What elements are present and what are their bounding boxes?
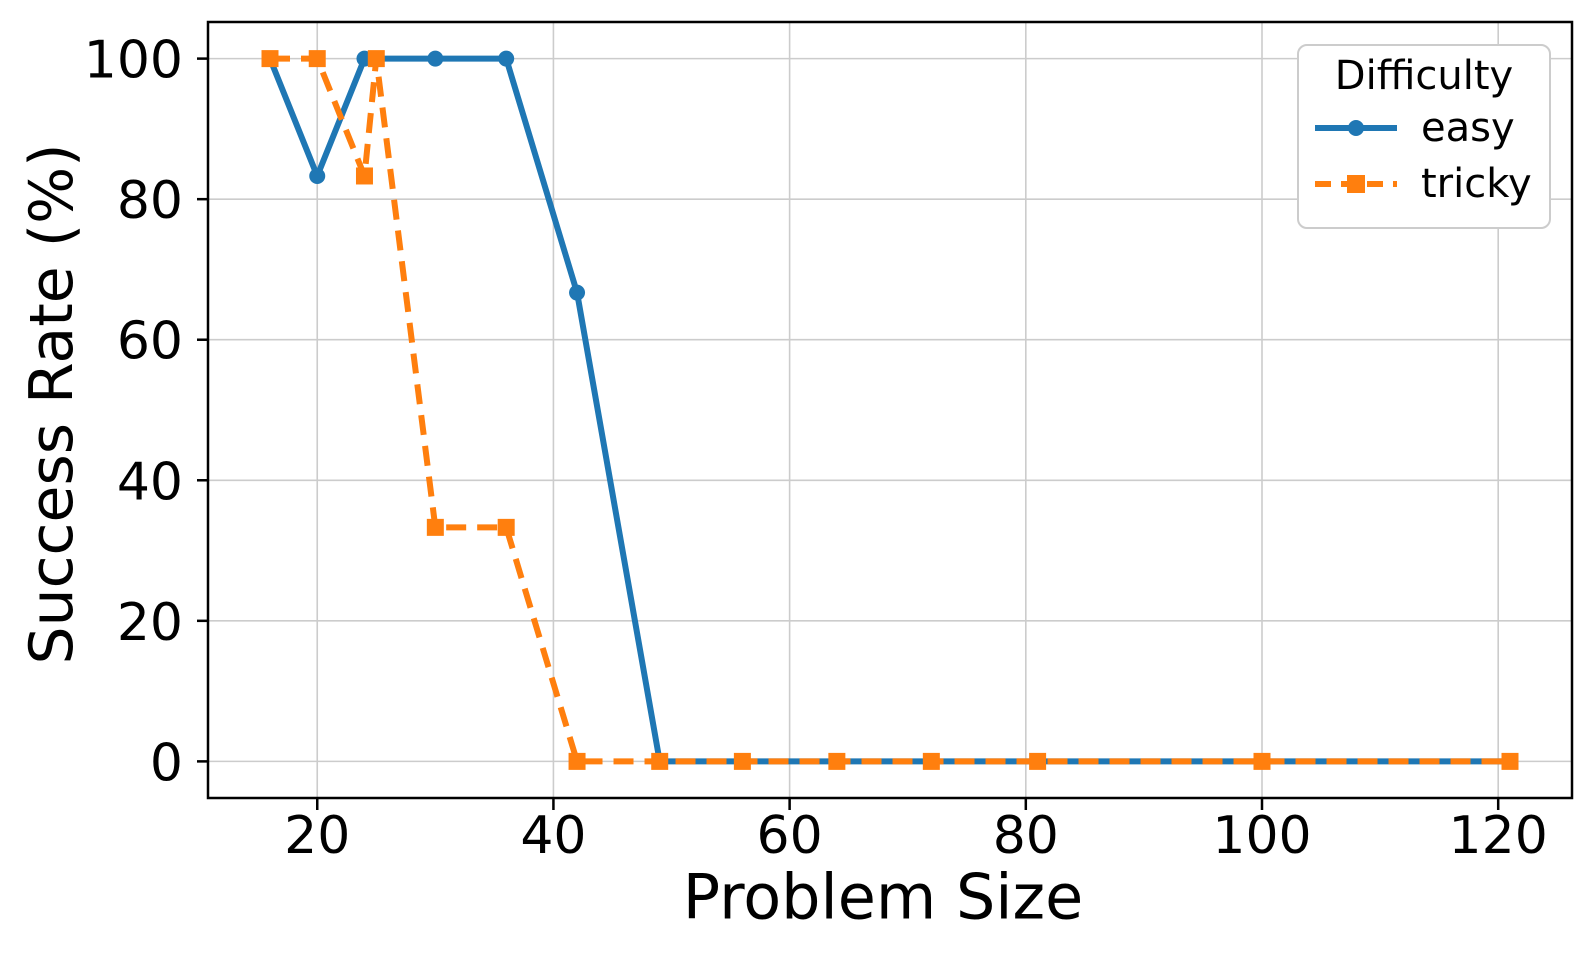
- y-tick-label-80: 80: [117, 171, 183, 231]
- easy-marker-42: [569, 284, 586, 301]
- x-tick-label-120: 120: [1449, 806, 1548, 866]
- y-tick-label-60: 60: [117, 312, 183, 372]
- axes-border: [206, 20, 1574, 800]
- tricky-marker-36: [497, 518, 515, 536]
- x-axis-label: Problem Size: [682, 860, 1084, 934]
- legend-label-easy: easy: [1421, 105, 1515, 151]
- tricky-marker-20: [308, 50, 326, 68]
- legend: Difficulty easy tricky: [1297, 44, 1551, 229]
- tricky-marker-30: [426, 518, 444, 536]
- y-tick-label-100: 100: [84, 31, 183, 91]
- tricky-marker-24: [355, 167, 373, 185]
- tricky-marker-121: [1501, 752, 1519, 770]
- y-tick-label-0: 0: [150, 733, 183, 793]
- tricky-marker-42: [568, 752, 586, 770]
- legend-label-tricky: tricky: [1421, 161, 1532, 207]
- tricky-marker-25: [367, 50, 385, 68]
- tricky-line-sample: [1315, 175, 1397, 193]
- x-tick-label-40: 40: [520, 806, 586, 866]
- x-tick-label-80: 80: [993, 806, 1059, 866]
- easy-marker-30: [427, 50, 444, 67]
- tricky-line: [270, 55, 1510, 765]
- tricky-marker-72: [922, 752, 940, 770]
- tricky-marker-56: [733, 752, 751, 770]
- y-tick-label-20: 20: [117, 593, 183, 653]
- x-tick-label-20: 20: [284, 806, 350, 866]
- tricky-marker-49: [651, 752, 669, 770]
- y-axis-label: Success Rate (%): [17, 143, 87, 665]
- easy-line-sample: [1315, 120, 1397, 136]
- legend-title: Difficulty: [1334, 53, 1514, 99]
- tricky-marker-100: [1253, 752, 1271, 770]
- y-tick-label-40: 40: [117, 452, 183, 512]
- tricky-marker-81: [1029, 752, 1047, 770]
- legend-item-easy[interactable]: easy: [1299, 100, 1549, 156]
- x-tick-label-60: 60: [757, 806, 823, 866]
- easy-marker-20: [309, 167, 326, 184]
- tricky-marker-64: [828, 752, 846, 770]
- x-tick-label-100: 100: [1212, 806, 1311, 866]
- tricky-marker-16: [261, 50, 279, 68]
- easy-marker-36: [498, 50, 515, 67]
- legend-item-tricky[interactable]: tricky: [1299, 156, 1549, 212]
